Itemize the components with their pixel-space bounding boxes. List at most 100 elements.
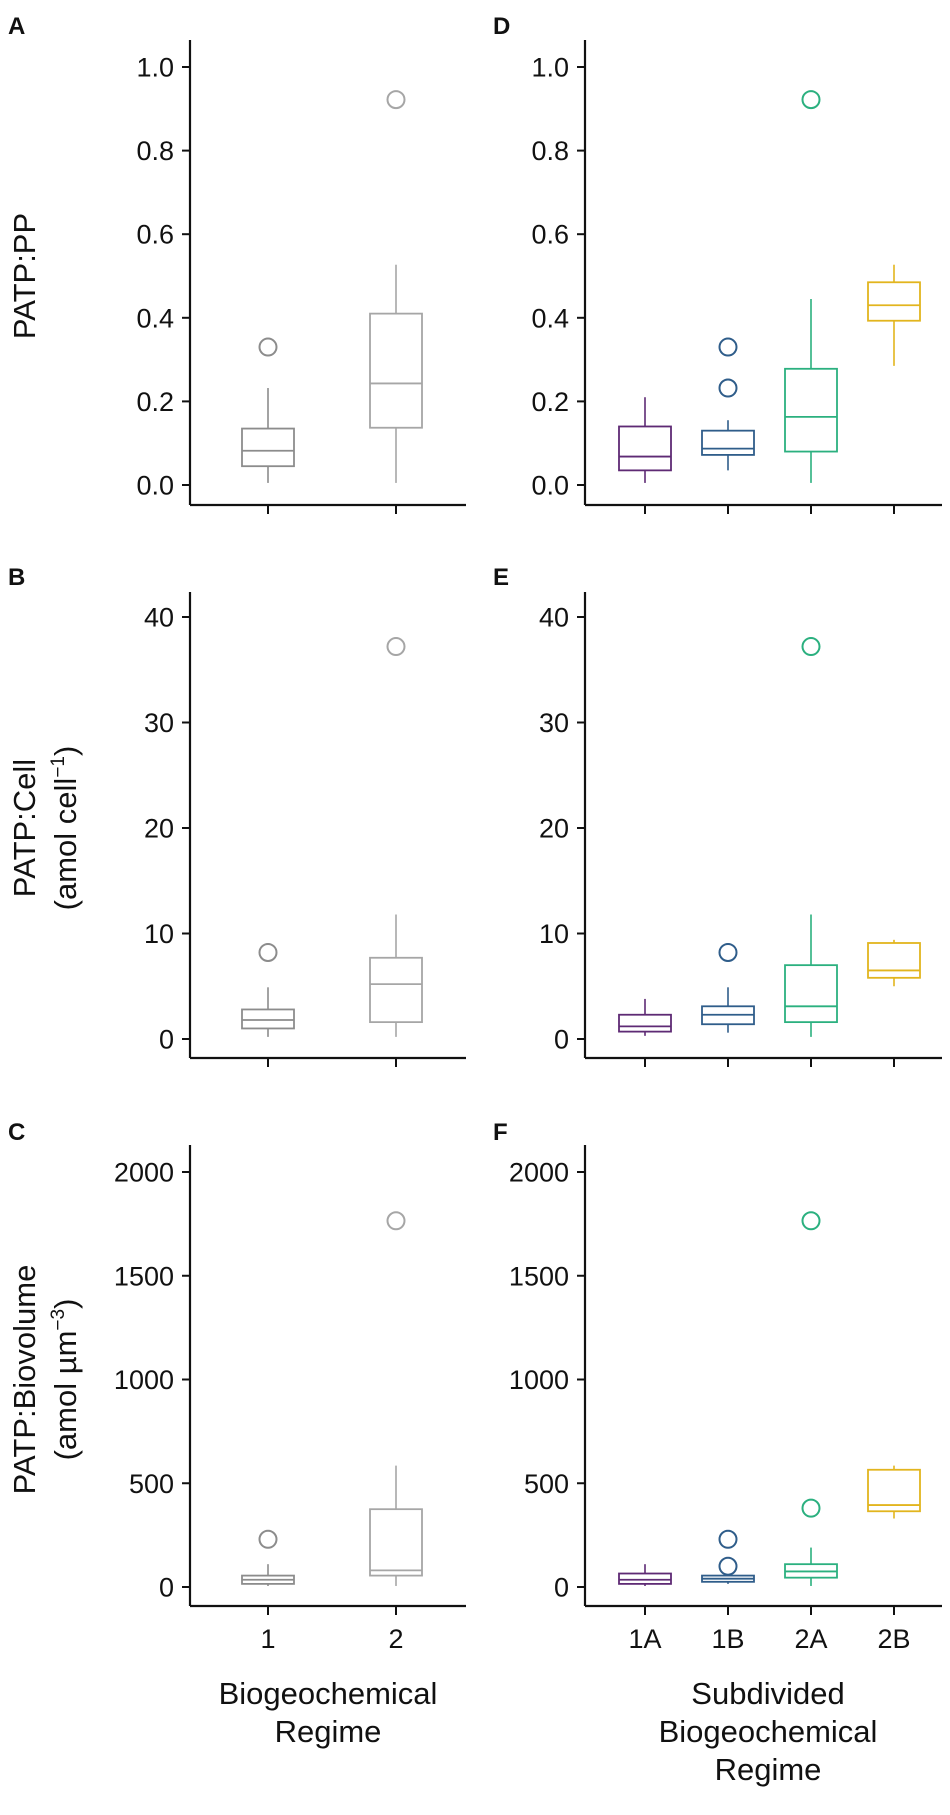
y-tick-label: 0.0 (531, 471, 569, 501)
box-2A (784, 90, 838, 514)
unit-superscript: −1 (48, 756, 69, 778)
box-2B (867, 939, 921, 1067)
outlier-point (718, 378, 738, 398)
x-tick-label: 1 (260, 1624, 275, 1654)
box-1 (241, 942, 295, 1067)
panel-letter: E (493, 564, 509, 591)
unit-superscript: −3 (48, 1309, 69, 1331)
box-iqr (701, 429, 755, 456)
y-tick-label: 1.0 (531, 53, 569, 83)
outlier-point (801, 1498, 821, 1518)
unit-close: ) (48, 1299, 83, 1309)
y-tick-label: 0 (554, 1025, 569, 1055)
y-tick-label: 0.2 (531, 387, 569, 417)
y-tick-label: 0.4 (531, 303, 569, 333)
y-axis-unit-label: (amol cell−1) (48, 746, 83, 911)
box-iqr (867, 942, 921, 979)
y-tick-label: 10 (144, 919, 174, 949)
panel-A: A 0.0 0.2 0.4 0.6 0.8 1.0 PATP:PP (7, 13, 466, 514)
y-tick-label: 10 (539, 919, 569, 949)
box-2A (784, 637, 838, 1067)
outlier-point (801, 90, 821, 110)
outlier-point (718, 337, 738, 357)
y-axis-label: PATP:Cell (7, 759, 42, 897)
box-iqr (618, 1013, 672, 1033)
y-tick-label: 0.4 (136, 303, 174, 333)
y-tick-label: 2000 (114, 1158, 174, 1188)
box-2: 2 (369, 1211, 423, 1654)
box-2B: 2B (867, 1465, 921, 1654)
x-tick-label: 2B (877, 1624, 910, 1654)
y-tick-label: 0.8 (531, 136, 569, 166)
x-axis-title-left: Regime (275, 1714, 382, 1749)
y-tick-label: 0 (554, 1573, 569, 1603)
y-tick-label: 0.6 (136, 220, 174, 250)
x-axis-title-right: Regime (715, 1752, 822, 1787)
box-1B (701, 337, 755, 514)
box-1A: 1A (618, 1564, 672, 1654)
y-tick-label: 500 (129, 1469, 174, 1499)
panel-D: D 0.0 0.2 0.4 0.6 0.8 1.0 (493, 13, 942, 514)
y-tick-label: 0.8 (136, 136, 174, 166)
box-iqr (784, 964, 838, 1024)
box-iqr (784, 367, 838, 453)
panel-C: C 0 500 1000 1500 2000 1 2 PATP:Biovolume (amol µ… (7, 1119, 466, 1654)
y-tick-label: 20 (144, 814, 174, 844)
y-tick-label: 2000 (509, 1158, 569, 1188)
x-axis-title-right: Subdivided (691, 1676, 844, 1711)
y-axis-label: PATP:PP (7, 213, 42, 339)
y-tick-label: 0.2 (136, 387, 174, 417)
x-axis-title-right: Biogeochemical (659, 1714, 878, 1749)
box-iqr (369, 312, 423, 429)
y-tick-label: 1500 (114, 1261, 174, 1291)
outlier-point (718, 1556, 738, 1576)
panel-letter: F (493, 1119, 508, 1146)
outlier-point (386, 1211, 406, 1231)
x-tick-label: 2A (794, 1624, 827, 1654)
box-1A (618, 397, 672, 514)
panel-letter: D (493, 13, 510, 40)
box-2A: 2A (784, 1211, 838, 1654)
box-2 (369, 90, 423, 514)
box-iqr (241, 427, 295, 468)
panel-letter: C (8, 1119, 25, 1146)
box-iqr (369, 1508, 423, 1577)
box-iqr (369, 956, 423, 1024)
y-tick-label: 0 (159, 1573, 174, 1603)
y-tick-label: 1.0 (136, 53, 174, 83)
box-1A (618, 998, 672, 1067)
x-tick-label: 1A (628, 1624, 661, 1654)
unit-text: (amol µm (48, 1331, 83, 1461)
box-iqr (618, 1572, 672, 1585)
unit-close: ) (48, 746, 83, 756)
box-1: 1 (241, 1529, 295, 1654)
y-tick-label: 500 (524, 1469, 569, 1499)
outlier-point (258, 942, 278, 962)
y-tick-label: 30 (539, 708, 569, 738)
outlier-point (258, 337, 278, 357)
y-tick-label: 0 (159, 1025, 174, 1055)
panel-letter: A (8, 13, 25, 40)
box-2B (867, 264, 921, 514)
outlier-point (801, 1211, 821, 1231)
y-tick-label: 40 (539, 603, 569, 633)
box-1 (241, 337, 295, 514)
y-tick-label: 0.0 (136, 471, 174, 501)
panel-B: B 0 10 20 30 40 PATP:Cell (amol cell−1) (7, 564, 466, 1067)
y-tick-label: 20 (539, 814, 569, 844)
panel-E: E 0 10 20 30 40 (493, 564, 942, 1067)
panel-letter: B (8, 564, 25, 591)
box-1B (701, 942, 755, 1067)
x-axis-title-left: Biogeochemical (219, 1676, 438, 1711)
y-axis-unit-label: (amol µm−3) (48, 1299, 83, 1461)
y-tick-label: 30 (144, 708, 174, 738)
y-tick-label: 0.6 (531, 220, 569, 250)
box-2 (369, 637, 423, 1067)
box-iqr (241, 1008, 295, 1030)
outlier-point (718, 1529, 738, 1549)
box-1B: 1B (701, 1529, 755, 1654)
box-iqr (867, 281, 921, 322)
y-axis-label: PATP:Biovolume (7, 1265, 42, 1495)
y-tick-label: 1500 (509, 1261, 569, 1291)
